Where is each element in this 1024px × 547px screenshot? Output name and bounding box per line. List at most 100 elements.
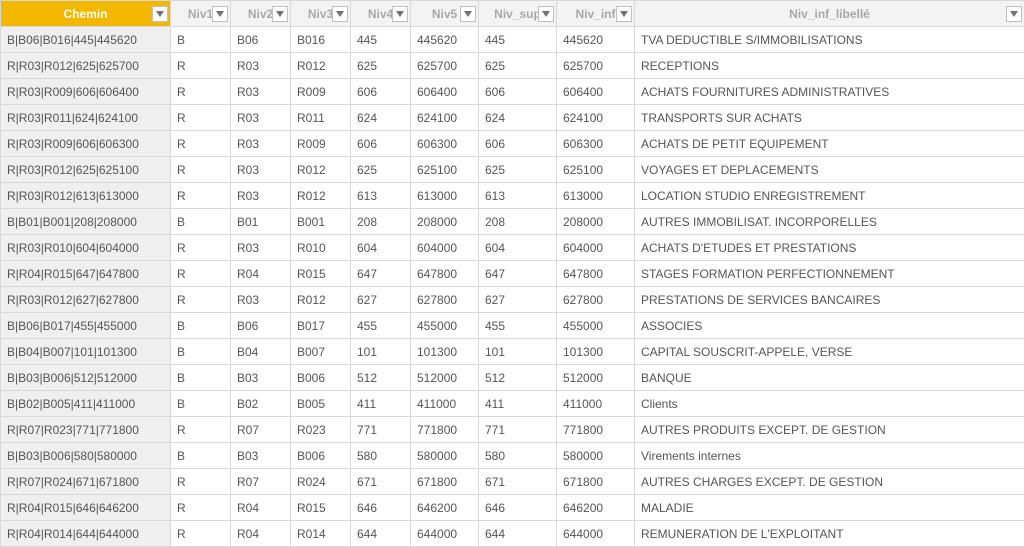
table-row[interactable]: R|R03|R012|625|625700RR03R01262562570062… [1, 53, 1024, 79]
column-header-niv5[interactable]: Niv5 [411, 1, 479, 27]
filter-button-niv3[interactable] [332, 6, 348, 22]
cell-niv3: B005 [291, 391, 351, 417]
cell-chemin: R|R03|R012|627|627800 [1, 287, 171, 313]
cell-niv2: B06 [231, 27, 291, 53]
column-header-niv_sup[interactable]: Niv_sup [479, 1, 557, 27]
chevron-down-icon [464, 11, 472, 17]
cell-chemin: R|R03|R010|604|604000 [1, 235, 171, 261]
table-row[interactable]: B|B06|B016|445|445620BB06B01644544562044… [1, 27, 1024, 53]
table-row[interactable]: B|B06|B017|455|455000BB06B01745545500045… [1, 313, 1024, 339]
cell-niv_sup: 627 [479, 287, 557, 313]
cell-niv_inf_libelle: STAGES FORMATION PERFECTIONNEMENT [635, 261, 1024, 287]
cell-chemin: R|R03|R011|624|624100 [1, 105, 171, 131]
cell-niv_inf_libelle: MALADIE [635, 495, 1024, 521]
column-header-label: Niv_inf_libellé [789, 7, 870, 21]
table-row[interactable]: B|B03|B006|580|580000BB03B00658058000058… [1, 443, 1024, 469]
cell-niv1: R [171, 131, 231, 157]
cell-niv_inf: 624100 [557, 105, 635, 131]
cell-chemin: B|B04|B007|101|101300 [1, 339, 171, 365]
cell-niv_inf_libelle: TRANSPORTS SUR ACHATS [635, 105, 1024, 131]
cell-niv3: R012 [291, 183, 351, 209]
data-table: CheminNiv1Niv2Niv3Niv4Niv5Niv_supNiv_inf… [0, 0, 1024, 547]
cell-niv4: 625 [351, 53, 411, 79]
cell-niv_inf_libelle: Clients [635, 391, 1024, 417]
table-row[interactable]: R|R07|R024|671|671800RR07R02467167180067… [1, 469, 1024, 495]
cell-niv2: R04 [231, 261, 291, 287]
table-row[interactable]: B|B02|B005|411|411000BB02B00541141100041… [1, 391, 1024, 417]
column-header-niv_inf[interactable]: Niv_inf [557, 1, 635, 27]
cell-niv3: R009 [291, 131, 351, 157]
cell-niv4: 101 [351, 339, 411, 365]
table-row[interactable]: R|R03|R010|604|604000RR03R01060460400060… [1, 235, 1024, 261]
column-header-niv_inf_libelle[interactable]: Niv_inf_libellé [635, 1, 1024, 27]
cell-niv_sup: 604 [479, 235, 557, 261]
cell-niv4: 606 [351, 79, 411, 105]
table-row[interactable]: R|R04|R015|646|646200RR04R01564664620064… [1, 495, 1024, 521]
cell-niv3: B006 [291, 365, 351, 391]
table-row[interactable]: R|R03|R012|613|613000RR03R01261361300061… [1, 183, 1024, 209]
filter-button-niv4[interactable] [392, 6, 408, 22]
table-row[interactable]: R|R07|R023|771|771800RR07R02377177180077… [1, 417, 1024, 443]
cell-niv_inf_libelle: AUTRES IMMOBILISAT. INCORPORELLES [635, 209, 1024, 235]
cell-niv5: 624100 [411, 105, 479, 131]
cell-niv_inf: 671800 [557, 469, 635, 495]
cell-niv4: 606 [351, 131, 411, 157]
cell-niv_inf_libelle: Virements internes [635, 443, 1024, 469]
filter-button-chemin[interactable] [152, 6, 168, 22]
cell-niv_sup: 101 [479, 339, 557, 365]
filter-button-niv_sup[interactable] [538, 6, 554, 22]
column-header-label: Niv2 [248, 7, 273, 21]
cell-niv1: R [171, 157, 231, 183]
cell-niv5: 647800 [411, 261, 479, 287]
cell-niv1: B [171, 313, 231, 339]
table-row[interactable]: R|R03|R009|606|606400RR03R00960660640060… [1, 79, 1024, 105]
table-row[interactable]: R|R03|R009|606|606300RR03R00960660630060… [1, 131, 1024, 157]
cell-niv4: 208 [351, 209, 411, 235]
column-header-niv1[interactable]: Niv1 [171, 1, 231, 27]
table-row[interactable]: B|B01|B001|208|208000BB01B00120820800020… [1, 209, 1024, 235]
column-header-niv4[interactable]: Niv4 [351, 1, 411, 27]
table-row[interactable]: R|R03|R012|625|625100RR03R01262562510062… [1, 157, 1024, 183]
cell-niv2: R03 [231, 53, 291, 79]
filter-button-niv2[interactable] [272, 6, 288, 22]
cell-niv3: R012 [291, 287, 351, 313]
cell-niv2: R03 [231, 235, 291, 261]
cell-niv3: B007 [291, 339, 351, 365]
filter-button-niv_inf_libelle[interactable] [1006, 6, 1022, 22]
cell-niv4: 455 [351, 313, 411, 339]
chevron-down-icon [396, 11, 404, 17]
column-header-label: Niv1 [188, 7, 213, 21]
cell-niv1: R [171, 261, 231, 287]
column-header-chemin[interactable]: Chemin [1, 1, 171, 27]
cell-niv_inf: 613000 [557, 183, 635, 209]
filter-button-niv1[interactable] [212, 6, 228, 22]
cell-niv5: 208000 [411, 209, 479, 235]
cell-niv1: B [171, 365, 231, 391]
cell-niv_inf: 625100 [557, 157, 635, 183]
cell-niv_inf_libelle: ACHATS D'ETUDES ET PRESTATIONS [635, 235, 1024, 261]
filter-button-niv5[interactable] [460, 6, 476, 22]
cell-niv_sup: 646 [479, 495, 557, 521]
cell-niv1: R [171, 287, 231, 313]
table-row[interactable]: B|B04|B007|101|101300BB04B00710110130010… [1, 339, 1024, 365]
cell-niv2: R03 [231, 79, 291, 105]
column-header-niv3[interactable]: Niv3 [291, 1, 351, 27]
cell-niv_inf_libelle: LOCATION STUDIO ENREGISTREMENT [635, 183, 1024, 209]
table-row[interactable]: B|B03|B006|512|512000BB03B00651251200051… [1, 365, 1024, 391]
column-header-niv2[interactable]: Niv2 [231, 1, 291, 27]
table-row[interactable]: R|R04|R015|647|647800RR04R01564764780064… [1, 261, 1024, 287]
table-row[interactable]: R|R03|R012|627|627800RR03R01262762780062… [1, 287, 1024, 313]
cell-chemin: R|R04|R014|644|644000 [1, 521, 171, 547]
cell-niv5: 671800 [411, 469, 479, 495]
filter-button-niv_inf[interactable] [616, 6, 632, 22]
table-row[interactable]: R|R04|R014|644|644000RR04R01464464400064… [1, 521, 1024, 547]
cell-niv3: B006 [291, 443, 351, 469]
cell-niv_inf: 646200 [557, 495, 635, 521]
cell-niv2: B06 [231, 313, 291, 339]
cell-niv_inf_libelle: RECEPTIONS [635, 53, 1024, 79]
cell-niv3: B001 [291, 209, 351, 235]
cell-niv_inf: 606300 [557, 131, 635, 157]
cell-niv_inf_libelle: CAPITAL SOUSCRIT-APPELE, VERSE [635, 339, 1024, 365]
column-header-label: Niv3 [308, 7, 333, 21]
table-row[interactable]: R|R03|R011|624|624100RR03R01162462410062… [1, 105, 1024, 131]
